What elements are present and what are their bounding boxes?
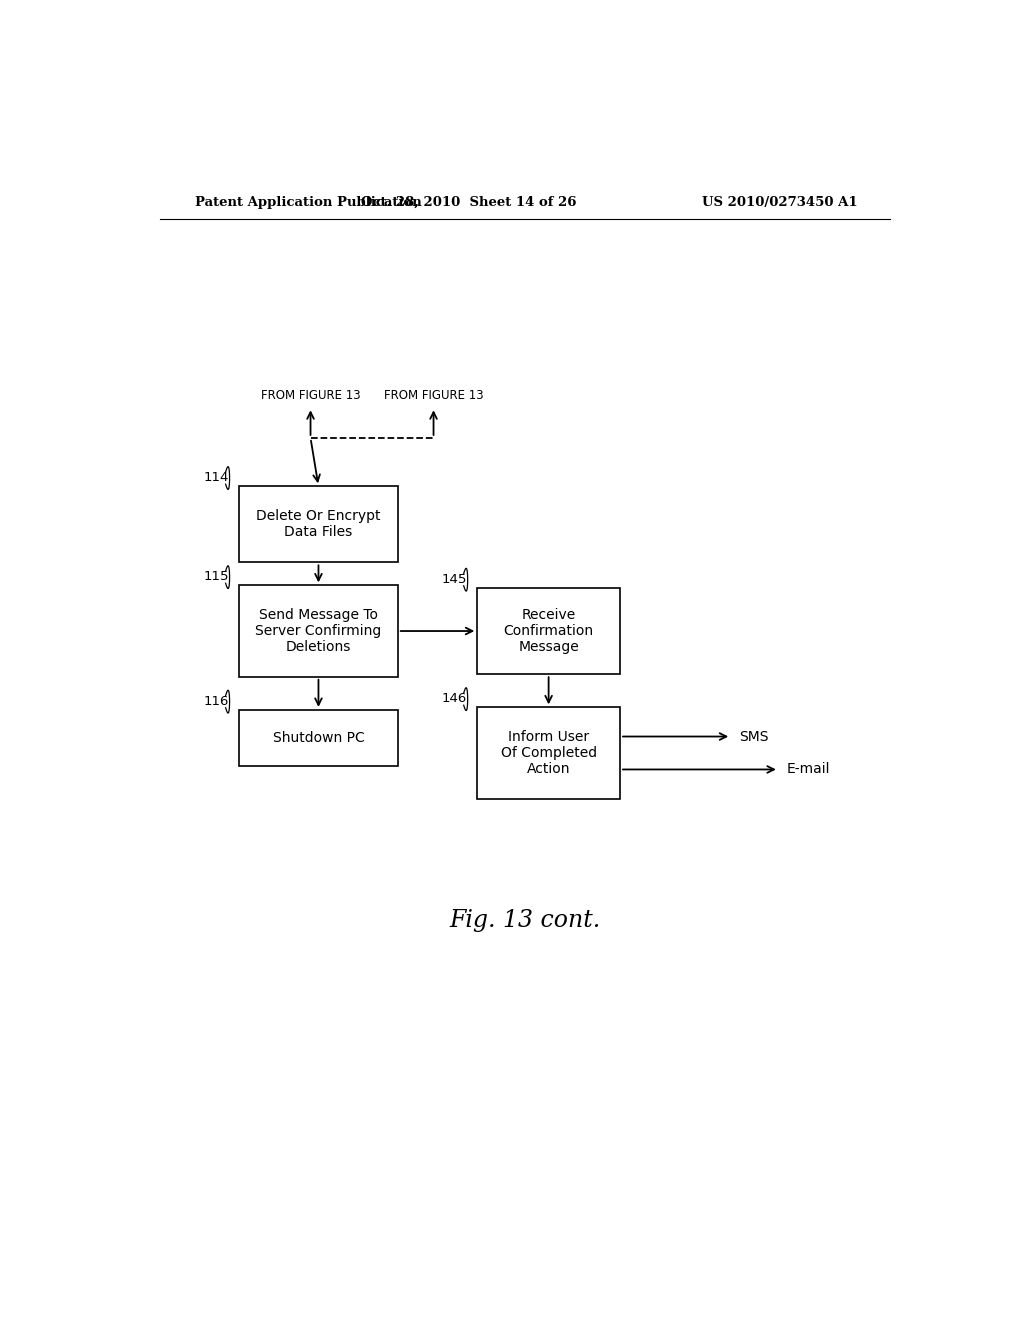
Text: 115: 115	[204, 570, 229, 583]
Bar	[477, 587, 621, 675]
Text: 114: 114	[204, 471, 228, 484]
Bar	[239, 710, 397, 766]
Text: US 2010/0273450 A1: US 2010/0273450 A1	[702, 195, 858, 209]
Text: Oct. 28, 2010  Sheet 14 of 26: Oct. 28, 2010 Sheet 14 of 26	[361, 195, 577, 209]
Text: Fig. 13 cont.: Fig. 13 cont.	[450, 909, 600, 932]
Bar	[239, 486, 397, 562]
Text: Send Message To
Server Confirming
Deletions: Send Message To Server Confirming Deleti…	[255, 607, 382, 655]
Text: Delete Or Encrypt
Data Files: Delete Or Encrypt Data Files	[256, 510, 381, 540]
Text: E-mail: E-mail	[786, 763, 830, 776]
Text: 145: 145	[441, 573, 467, 586]
Text: Shutdown PC: Shutdown PC	[272, 731, 365, 744]
Text: FROM FIGURE 13: FROM FIGURE 13	[384, 389, 483, 403]
Text: 116: 116	[204, 694, 228, 708]
Bar	[477, 708, 621, 799]
Text: Inform User
Of Completed
Action: Inform User Of Completed Action	[501, 730, 597, 776]
Bar	[239, 585, 397, 677]
Text: Patent Application Publication: Patent Application Publication	[196, 195, 422, 209]
Text: SMS: SMS	[739, 730, 769, 743]
Text: Receive
Confirmation
Message: Receive Confirmation Message	[504, 607, 594, 655]
Text: FROM FIGURE 13: FROM FIGURE 13	[261, 389, 360, 403]
Text: 146: 146	[441, 692, 467, 705]
